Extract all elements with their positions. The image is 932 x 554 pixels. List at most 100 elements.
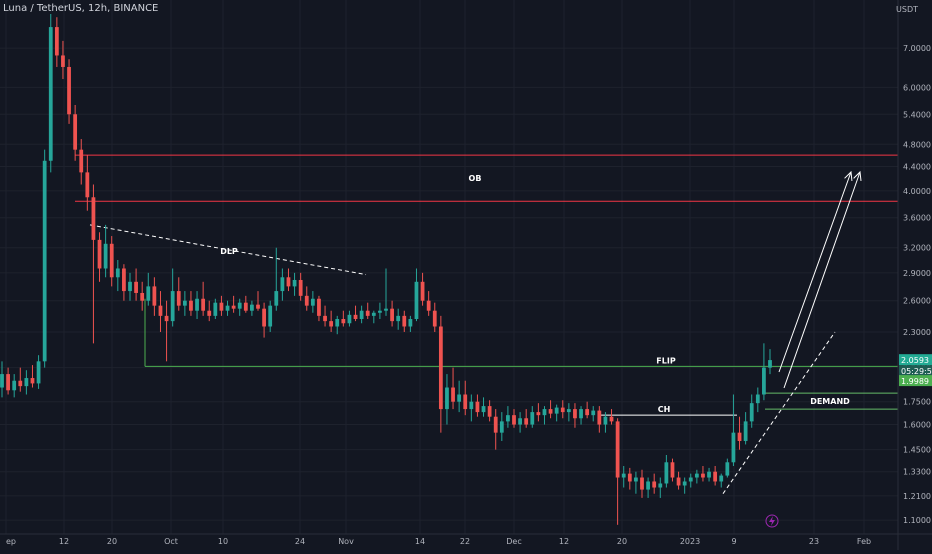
x-tick-label: 23: [809, 537, 819, 546]
projection-arrow-1: [778, 171, 852, 373]
candle-body: [646, 481, 650, 490]
candle: [262, 302, 266, 338]
candle-body: [530, 412, 535, 425]
candle: [54, 17, 59, 67]
candle: [195, 291, 199, 320]
candle-body: [18, 380, 23, 387]
candle-body: [725, 462, 730, 476]
candle: [91, 184, 96, 344]
lightning-icon-bolt: [769, 516, 775, 526]
candle: [317, 295, 321, 322]
x-tick-label: 12: [59, 537, 69, 546]
candle-body: [615, 421, 620, 478]
candle: [707, 467, 711, 482]
candle: [597, 406, 602, 433]
y-tick-label: 3.2000: [903, 244, 931, 253]
candle-body: [353, 314, 358, 320]
candle-body: [61, 55, 65, 67]
candle: [304, 286, 309, 311]
x-tick-label: 20: [107, 537, 117, 546]
candle: [219, 295, 224, 316]
candle-body: [701, 473, 705, 478]
candle: [243, 295, 248, 313]
candle: [365, 302, 370, 320]
candle-body: [371, 312, 376, 316]
candle-body: [542, 409, 547, 416]
y-tick-label: 7.0000: [903, 44, 931, 53]
demand-price-badge: [899, 375, 932, 387]
candle-body: [189, 300, 193, 311]
candle: [323, 305, 327, 327]
countdown-label: 05:29:58: [901, 367, 932, 376]
y-tick-label: 4.0000: [903, 187, 931, 196]
candle-body: [97, 239, 102, 269]
candle-body: [487, 406, 492, 417]
candle: [627, 467, 632, 490]
annotation-layer: OB FLIP DEMAND CH DLP: [75, 154, 898, 416]
candle: [743, 412, 748, 445]
candle-body: [176, 291, 181, 306]
y-tick-label: 4.8000: [903, 140, 931, 149]
candle: [396, 308, 401, 330]
candle: [115, 259, 120, 292]
demand-price-label: 1.9989: [901, 377, 929, 386]
candle-body: [609, 416, 614, 422]
candle: [688, 473, 693, 488]
candle: [225, 300, 230, 316]
candle: [609, 409, 614, 425]
candle-body: [579, 409, 583, 419]
candle: [286, 268, 291, 292]
candle-body: [670, 462, 675, 478]
candle: [640, 469, 644, 498]
candle: [694, 469, 699, 484]
candle: [347, 310, 352, 327]
candle-body: [414, 281, 419, 320]
chart-title: Luna / TetherUS, 12h, BINANCE: [3, 3, 159, 14]
candle-body: [566, 409, 571, 413]
candle-body: [280, 277, 285, 292]
candle-body: [408, 319, 413, 327]
candle-body: [274, 291, 279, 306]
y-tick-label: 1.7500: [903, 398, 931, 407]
y-tick-label: 1.3300: [903, 468, 931, 477]
x-tick-label: 10: [218, 537, 228, 546]
candle-body: [12, 380, 17, 391]
y-tick-label: 1.1000: [903, 516, 931, 525]
candle-body: [664, 462, 669, 484]
candle: [67, 59, 71, 124]
candle: [518, 412, 522, 433]
x-tick-label: ep: [6, 537, 16, 546]
candle: [603, 412, 608, 433]
candle-body: [122, 268, 126, 292]
candle-body: [463, 394, 468, 410]
candle-body: [365, 310, 370, 316]
candle-body: [402, 315, 407, 327]
candle: [292, 272, 297, 296]
candle-body: [170, 291, 175, 322]
candle: [12, 374, 17, 398]
candle: [231, 295, 236, 313]
y-tick-label: 4.4000: [903, 163, 931, 172]
candle-body: [347, 314, 352, 324]
candle-body: [573, 409, 577, 419]
last-price-badge: [899, 354, 932, 366]
candle: [487, 400, 492, 422]
y-tick-label: 2.6000: [903, 297, 931, 306]
candle: [0, 361, 4, 398]
candle: [676, 471, 681, 490]
candle-body: [634, 477, 638, 482]
candle-body: [378, 310, 382, 313]
candle: [542, 406, 547, 425]
candle-body: [158, 305, 163, 316]
candle: [128, 272, 132, 301]
candle: [768, 349, 772, 375]
candle: [573, 403, 577, 428]
candle-body: [128, 281, 132, 292]
candle-body: [384, 308, 388, 311]
candle-body: [73, 114, 78, 150]
candle-body: [225, 305, 230, 311]
candle-body: [597, 410, 602, 425]
candle-body: [585, 409, 590, 416]
